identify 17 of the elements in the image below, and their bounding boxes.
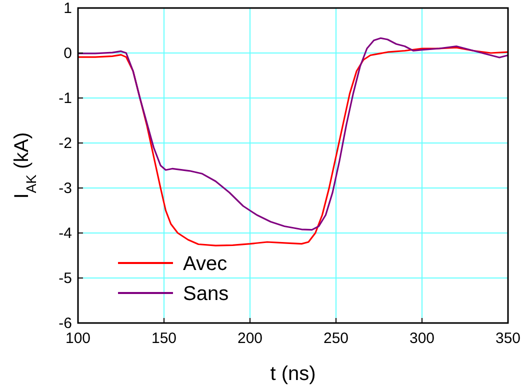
legend-label: Sans xyxy=(183,283,229,305)
x-tick-label: 200 xyxy=(237,330,263,347)
y-tick-label: -5 xyxy=(58,270,72,287)
y-tick-label: -3 xyxy=(58,180,72,197)
y-tick-label: -1 xyxy=(58,90,72,107)
y-tick-label: 0 xyxy=(64,45,72,62)
x-axis-title: t (ns) xyxy=(270,363,316,385)
x-tick-label: 300 xyxy=(409,330,435,347)
x-tick-label: 150 xyxy=(151,330,177,347)
legend-label: Avec xyxy=(183,253,228,275)
y-tick-label: -6 xyxy=(58,315,72,332)
y-tick-label: -4 xyxy=(58,225,72,242)
x-tick-label: 100 xyxy=(65,330,91,347)
x-tick-label: 250 xyxy=(323,330,349,347)
y-tick-label: 1 xyxy=(64,0,72,17)
x-tick-label: 350 xyxy=(495,330,521,347)
y-tick-label: -2 xyxy=(58,135,72,152)
